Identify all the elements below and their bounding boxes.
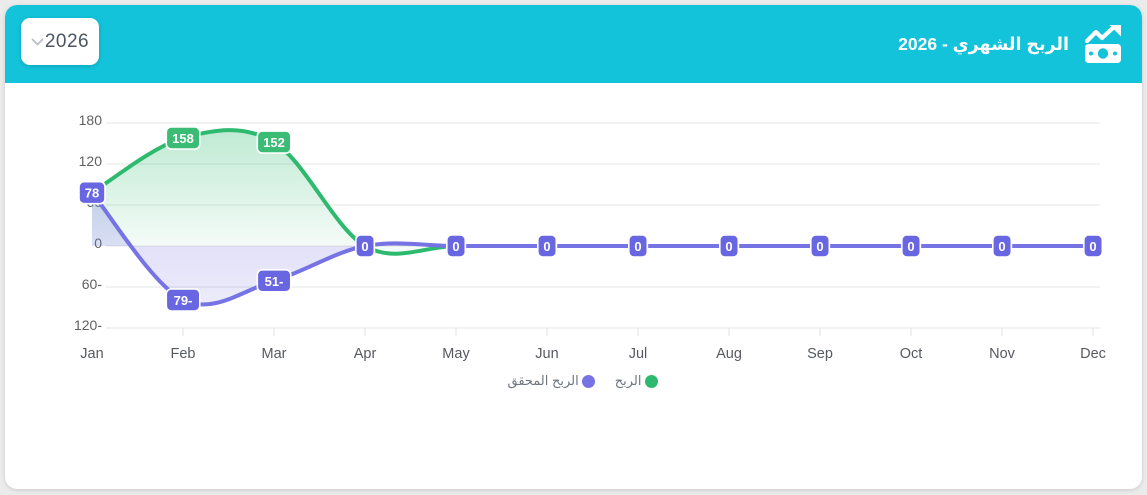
- svg-text:May: May: [442, 346, 470, 362]
- profit-chart[interactable]: 18012060060-120-JanFebMarAprMayJunJulAug…: [30, 100, 1135, 389]
- svg-text:0: 0: [907, 239, 914, 254]
- svg-text:0: 0: [725, 239, 732, 254]
- svg-text:Feb: Feb: [171, 346, 196, 362]
- svg-text:158: 158: [172, 131, 194, 146]
- money-bill-trend-up-icon: [1083, 25, 1127, 63]
- legend-label: الربح المحقق: [507, 373, 579, 388]
- svg-text:Nov: Nov: [989, 346, 1016, 362]
- legend-item-0[interactable]: الربح: [615, 373, 658, 389]
- svg-text:Apr: Apr: [354, 346, 377, 362]
- monthly-profit-card: 2026 الربح الشهري - 2026 18012060060-120…: [5, 5, 1142, 489]
- header-title-group: الربح الشهري - 2026: [898, 5, 1127, 83]
- svg-text:120: 120: [79, 153, 103, 169]
- year-select-value: 2026: [44, 30, 90, 52]
- legend-marker-icon: [644, 374, 658, 388]
- svg-text:0: 0: [998, 239, 1005, 254]
- svg-text:152: 152: [263, 135, 285, 150]
- svg-text:Oct: Oct: [900, 346, 923, 362]
- svg-text:Dec: Dec: [1080, 346, 1106, 362]
- legend-item-1[interactable]: الربح المحقق: [507, 373, 595, 389]
- svg-text:120-: 120-: [74, 317, 102, 333]
- svg-text:Sep: Sep: [807, 346, 833, 362]
- svg-text:Aug: Aug: [716, 346, 742, 362]
- svg-text:79-: 79-: [174, 293, 193, 308]
- svg-text:Jun: Jun: [535, 346, 558, 362]
- svg-text:0: 0: [361, 239, 368, 254]
- x-axis: Jan Feb Mar Apr May Jun Jul Aug Sep Oct Nov Dec: [80, 328, 1106, 362]
- series-1-data-labels: 78 79- 51- 0 0 0 0 0 0 0 0 0: [78, 180, 1104, 312]
- svg-text:0: 0: [452, 239, 459, 254]
- legend-marker-icon: [581, 374, 595, 388]
- chart-canvas[interactable]: 18012060060-120-JanFebMarAprMayJunJulAug…: [30, 100, 1135, 372]
- svg-text:51-: 51-: [265, 274, 284, 289]
- svg-text:180: 180: [79, 112, 103, 128]
- svg-text:60-: 60-: [82, 276, 103, 292]
- chart-legend: الربح الربح المحقق: [30, 373, 1135, 389]
- series-0-line: [90, 128, 1095, 256]
- svg-text:Jul: Jul: [629, 346, 648, 362]
- chevron-down-icon: [31, 38, 44, 47]
- legend-label: الربح: [614, 373, 642, 388]
- svg-text:0: 0: [816, 239, 823, 254]
- svg-text:78: 78: [85, 186, 99, 201]
- svg-text:Mar: Mar: [262, 346, 287, 362]
- svg-text:0: 0: [1089, 239, 1096, 254]
- card-header: 2026 الربح الشهري - 2026: [5, 5, 1142, 83]
- svg-text:0: 0: [543, 239, 550, 254]
- svg-text:0: 0: [634, 239, 641, 254]
- chart-title: الربح الشهري - 2026: [898, 33, 1069, 54]
- year-select[interactable]: 2026: [21, 18, 99, 65]
- svg-text:Jan: Jan: [80, 346, 103, 362]
